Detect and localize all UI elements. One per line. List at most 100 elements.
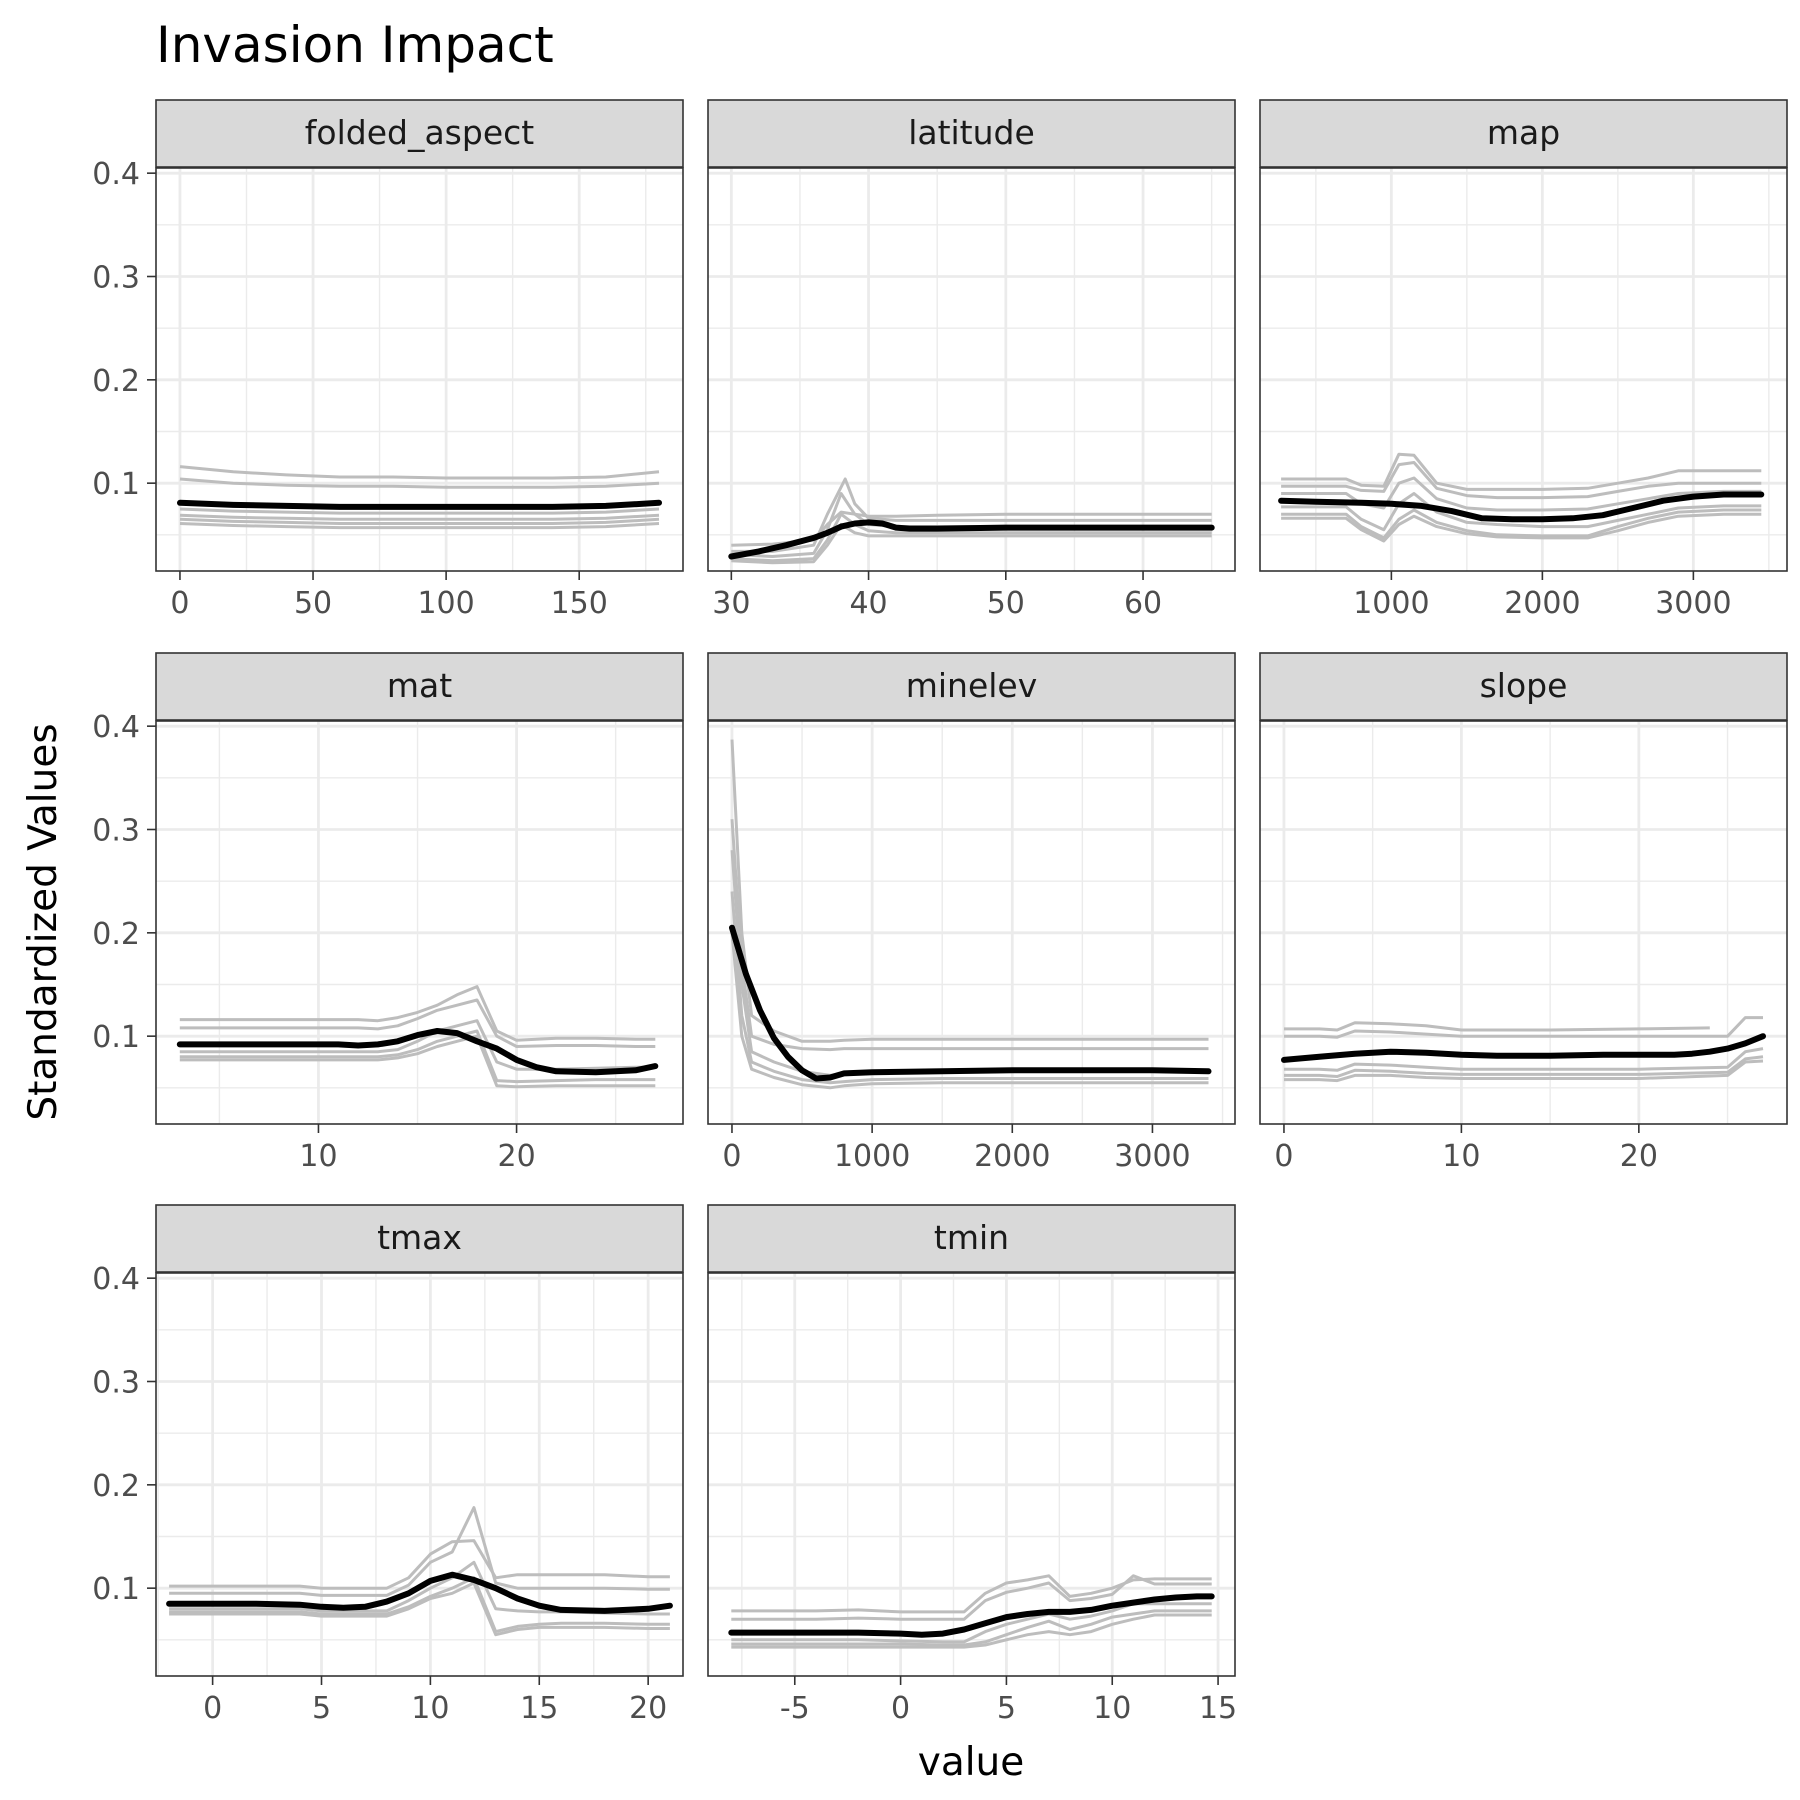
x-tick-label: 10 xyxy=(1442,1139,1480,1174)
panel-mat: mat 10 20 0.1 0.2 0.3 0.4 xyxy=(92,652,684,1174)
x-tick-label: 10 xyxy=(299,1139,337,1174)
ice-line xyxy=(731,1609,1212,1647)
x-tick-label: 20 xyxy=(629,1691,667,1726)
series-group xyxy=(729,739,1212,1090)
y-tick-label: 0.4 xyxy=(92,1262,140,1297)
strip-label: mat xyxy=(387,666,452,705)
x-tick-label: 50 xyxy=(987,586,1025,621)
x-tick-label: 0 xyxy=(891,1691,910,1726)
y-tick-label: 0.1 xyxy=(92,467,140,502)
ice-line xyxy=(179,1029,656,1084)
x-tick-label: 20 xyxy=(1620,1139,1658,1174)
ice-line xyxy=(731,523,1212,565)
x-tick-label: 30 xyxy=(712,586,750,621)
series-group xyxy=(177,465,662,530)
ice-line xyxy=(731,1613,1212,1649)
ice-line xyxy=(179,985,656,1042)
series-group xyxy=(176,985,659,1089)
panel-border xyxy=(1259,167,1788,572)
ice-line xyxy=(1284,1059,1764,1083)
ice-line xyxy=(179,522,660,530)
ice-line xyxy=(1284,1021,1710,1032)
strip-label: latitude xyxy=(908,113,1035,152)
x-tick-label: 150 xyxy=(551,586,608,621)
panel-tmin: tmin -5 0 5 10 15 xyxy=(707,1204,1237,1726)
panel-tmax: tmax 0 5 10 15 20 0.1 0.2 0.3 0.4 xyxy=(92,1204,684,1726)
mean-line xyxy=(728,1593,1215,1638)
panel-background xyxy=(156,721,683,1124)
strip-background xyxy=(155,1204,684,1273)
mean-line xyxy=(729,924,1212,1082)
panel-border xyxy=(1259,720,1788,1125)
panel-background xyxy=(156,1273,683,1676)
x-axis-title: value xyxy=(918,1740,1025,1785)
x-tick-label: 100 xyxy=(417,586,474,621)
ice-line xyxy=(730,819,1209,1052)
ice-line xyxy=(169,1539,670,1590)
strip-label: minelev xyxy=(906,666,1038,705)
panel-folded-aspect: folded_aspect 0 50 100 150 0.1 0.2 0.3 0.4 xyxy=(92,99,684,621)
ice-line xyxy=(1284,1047,1764,1072)
x-tick-label: 2000 xyxy=(1504,586,1580,621)
panel-latitude: latitude 30 40 50 60 xyxy=(707,99,1236,621)
strip-label: tmin xyxy=(934,1218,1009,1257)
panel-border xyxy=(155,167,684,572)
x-tick-label: 0 xyxy=(1274,1139,1293,1174)
strip-label: slope xyxy=(1480,666,1568,705)
ice-line xyxy=(169,1581,670,1637)
ice-line xyxy=(179,1034,656,1089)
x-tick-label: 40 xyxy=(849,586,887,621)
panel-border xyxy=(155,720,684,1125)
ice-line xyxy=(731,1574,1212,1621)
y-tick-label: 0.3 xyxy=(92,814,140,849)
ice-line xyxy=(169,1576,670,1634)
ice-line xyxy=(1281,452,1762,491)
panel-slope: slope 0 10 20 xyxy=(1259,652,1788,1174)
mean-line xyxy=(728,519,1215,560)
ice-line xyxy=(730,739,1209,1043)
x-tick-label: 5 xyxy=(312,1691,331,1726)
series-group xyxy=(1281,1016,1766,1083)
ice-line xyxy=(731,477,1212,553)
ice-line xyxy=(179,477,660,489)
strip-background xyxy=(1259,652,1788,721)
strip-background xyxy=(707,99,1236,168)
x-tick-label: 0 xyxy=(170,586,189,621)
ice-line xyxy=(179,517,660,525)
x-tick-label: 10 xyxy=(1093,1691,1131,1726)
ice-line xyxy=(730,891,1209,1085)
strip-background xyxy=(707,652,1236,721)
y-tick-label: 0.2 xyxy=(92,364,140,399)
y-tick-label: 0.3 xyxy=(92,261,140,296)
x-tick-label: 15 xyxy=(1199,1691,1237,1726)
panel-background xyxy=(708,168,1235,571)
x-tick-label: 0 xyxy=(203,1691,222,1726)
x-tick-label: 3000 xyxy=(1114,1139,1190,1174)
series-group xyxy=(166,1506,673,1637)
panel-background xyxy=(708,721,1235,1124)
x-tick-label: 10 xyxy=(411,1691,449,1726)
ice-line xyxy=(179,465,660,480)
strip-label: map xyxy=(1487,113,1560,152)
strip-background xyxy=(707,1204,1236,1273)
ice-line xyxy=(1281,461,1762,500)
strip-background xyxy=(155,99,684,168)
ice-line xyxy=(1284,1055,1764,1078)
x-tick-label: -5 xyxy=(780,1691,810,1726)
series-group xyxy=(1278,452,1765,543)
y-tick-label: 0.1 xyxy=(92,1020,140,1055)
ice-line xyxy=(1284,1016,1763,1039)
ice-line xyxy=(731,512,1212,563)
panel-border xyxy=(155,1272,684,1677)
mean-line xyxy=(1281,1033,1766,1063)
panel-background xyxy=(1260,721,1787,1124)
ice-line xyxy=(730,932,1209,1090)
strip-label: folded_aspect xyxy=(305,113,534,152)
panel-map: map 1000 2000 3000 xyxy=(1259,99,1788,621)
x-tick-label: 15 xyxy=(520,1691,558,1726)
x-tick-label: 5 xyxy=(997,1691,1016,1726)
x-tick-label: 20 xyxy=(497,1139,535,1174)
x-tick-label: 1000 xyxy=(834,1139,910,1174)
